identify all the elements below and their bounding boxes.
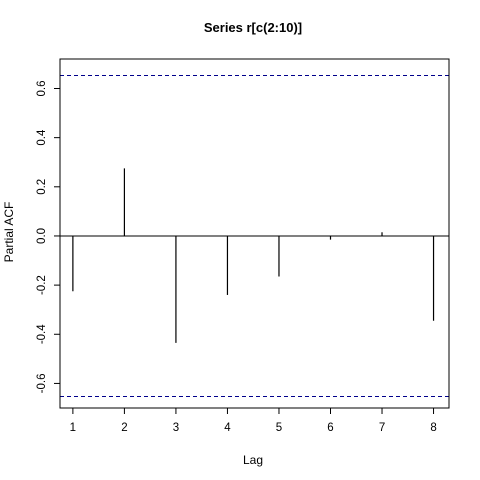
plot-area	[60, 74, 449, 397]
y-tick-label: -0.6	[36, 374, 48, 394]
chart-title: Series r[c(2:10)]	[204, 20, 302, 35]
x-tick-label: 4	[224, 422, 231, 434]
y-tick-label: 0.2	[36, 179, 48, 195]
x-axis-label: Lag	[243, 453, 263, 467]
axes: 1 2 3 4 5 6 7 8 -0.6 -0.4 -0.2 0.0 0.2 0.4 0.6	[36, 58, 450, 434]
x-tick-label: 1	[70, 422, 76, 434]
y-tick-label: -0.4	[36, 324, 48, 344]
x-tick-label: 5	[276, 422, 282, 434]
x-tick-label: 7	[379, 422, 385, 434]
x-tick-label: 2	[121, 422, 127, 434]
y-tick-label: 0.0	[36, 228, 48, 244]
x-tick-label: 3	[173, 422, 179, 434]
y-tick-label: 0.6	[36, 80, 48, 96]
y-axis-label: Partial ACF	[2, 202, 16, 263]
y-tick-label: 0.4	[36, 129, 48, 146]
x-tick-label: 6	[327, 422, 333, 434]
plot-frame	[59, 58, 450, 409]
y-tick-label: -0.2	[36, 275, 48, 295]
x-tick-label: 8	[430, 422, 436, 434]
